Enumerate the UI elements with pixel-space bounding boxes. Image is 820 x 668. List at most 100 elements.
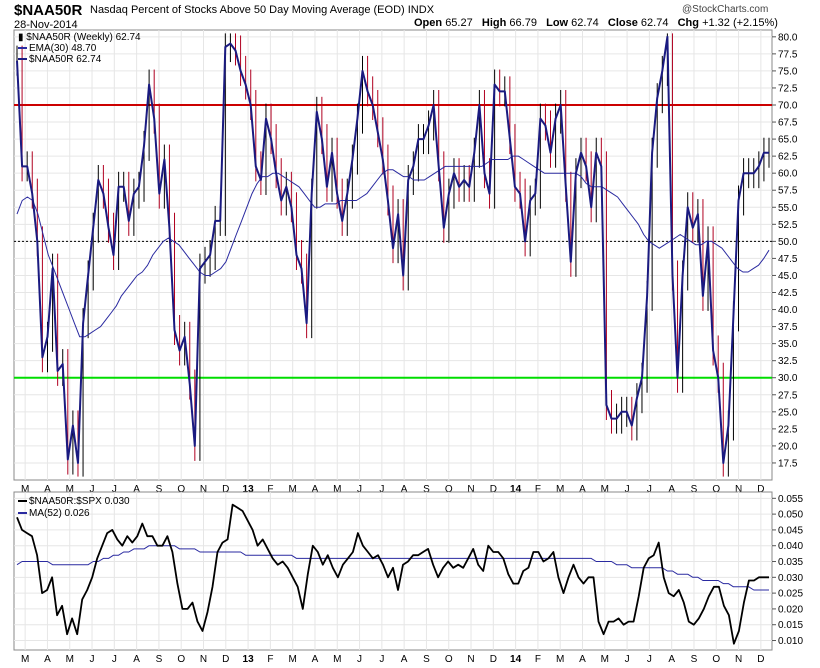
x-tick-label: M bbox=[21, 484, 29, 495]
y-tick-label: 0.050 bbox=[778, 510, 803, 521]
legend-ema: EMA(30) 48.70 bbox=[18, 43, 96, 54]
x-tick-label: M bbox=[66, 484, 74, 495]
legend-ma: MA(52) 0.026 bbox=[18, 508, 90, 519]
y-tick-label: 60.0 bbox=[778, 169, 798, 180]
y-tick-label: 30.0 bbox=[778, 373, 798, 384]
x-tick-label: D bbox=[490, 484, 497, 495]
x-tick-label: J bbox=[625, 654, 630, 665]
y-tick-label: 37.5 bbox=[778, 322, 798, 333]
x-tick-label: 14 bbox=[510, 654, 522, 665]
x-tick-label: N bbox=[735, 654, 742, 665]
y-tick-label: 50.0 bbox=[778, 237, 798, 248]
y-tick-label: 25.0 bbox=[778, 407, 798, 418]
y-tick-label: 22.5 bbox=[778, 424, 798, 435]
x-tick-label: F bbox=[535, 484, 541, 495]
x-tick-label: M bbox=[289, 484, 297, 495]
x-tick-label: 14 bbox=[510, 484, 522, 495]
chg-label: Chg bbox=[677, 17, 699, 29]
open-label: Open bbox=[414, 17, 443, 29]
high-label: High bbox=[481, 17, 507, 29]
x-tick-label: O bbox=[712, 484, 720, 495]
x-tick-label: S bbox=[156, 484, 163, 495]
x-tick-label: N bbox=[467, 654, 474, 665]
y-tick-label: 65.0 bbox=[778, 135, 798, 146]
x-tick-label: A bbox=[133, 654, 140, 665]
x-tick-label: J bbox=[625, 484, 630, 495]
x-tick-label: M bbox=[333, 484, 341, 495]
y-tick-label: 27.5 bbox=[778, 390, 798, 401]
x-tick-label: A bbox=[668, 654, 675, 665]
chg-value: +1.32 (+2.15%) bbox=[702, 17, 778, 29]
y-tick-label: 77.5 bbox=[778, 49, 798, 60]
x-tick-label: A bbox=[133, 484, 140, 495]
ema-line bbox=[16, 155, 770, 338]
y-tick-label: 72.5 bbox=[778, 83, 798, 94]
x-tick-label: A bbox=[668, 484, 675, 495]
chart-description: Nasdaq Percent of Stocks Above 50 Day Mo… bbox=[90, 4, 434, 16]
x-tick-label: D bbox=[222, 654, 229, 665]
low-label: Low bbox=[546, 17, 569, 29]
open-value: 65.27 bbox=[445, 17, 473, 29]
close-swatch bbox=[18, 58, 27, 61]
exchange-label: INDX bbox=[407, 4, 435, 16]
ma-swatch bbox=[18, 512, 27, 515]
x-tick-label: M bbox=[289, 654, 297, 665]
y-tick-label: 0.030 bbox=[778, 573, 803, 584]
y-tick-label: 20.0 bbox=[778, 441, 798, 452]
x-tick-label: J bbox=[379, 654, 384, 665]
x-tick-label: M bbox=[556, 484, 564, 495]
x-tick-label: J bbox=[647, 654, 652, 665]
legend-weekly: ▮ $NAA50R (Weekly) 62.74 bbox=[18, 32, 141, 43]
y-tick-label: 70.0 bbox=[778, 101, 798, 112]
y-tick-label: 62.5 bbox=[778, 152, 798, 163]
x-tick-label: S bbox=[423, 484, 430, 495]
y-tick-label: 80.0 bbox=[778, 32, 798, 43]
x-tick-label: J bbox=[357, 654, 362, 665]
y-tick-label: 17.5 bbox=[778, 458, 798, 469]
x-tick-label: S bbox=[691, 654, 698, 665]
y-tick-label: 47.5 bbox=[778, 254, 798, 265]
x-tick-label: S bbox=[423, 654, 430, 665]
x-tick-label: M bbox=[556, 654, 564, 665]
y-tick-label: 75.0 bbox=[778, 66, 798, 77]
y-tick-label: 0.015 bbox=[778, 620, 803, 631]
ratio-line bbox=[16, 503, 769, 645]
x-tick-label: O bbox=[712, 654, 720, 665]
y-tick-label: 35.0 bbox=[778, 339, 798, 350]
legend-weekly-label: $NAA50R (Weekly) 62.74 bbox=[26, 32, 141, 43]
x-tick-label: J bbox=[112, 484, 117, 495]
x-tick-label: A bbox=[312, 484, 319, 495]
x-tick-label: M bbox=[601, 654, 609, 665]
x-tick-label: F bbox=[267, 654, 273, 665]
x-tick-label: A bbox=[44, 654, 51, 665]
x-tick-label: O bbox=[445, 484, 453, 495]
x-tick-label: A bbox=[401, 484, 408, 495]
bottom-panel: 0.010 0.015 0.020 0.025 0.030 0.035 0.040 0.045… bbox=[13, 491, 803, 665]
x-tick-label: D bbox=[757, 484, 764, 495]
y-tick-label: 55.0 bbox=[778, 203, 798, 214]
legend-close: $NAA50R 62.74 bbox=[18, 54, 101, 65]
y-tick-label: 42.5 bbox=[778, 288, 798, 299]
y-tick-label: 0.025 bbox=[778, 589, 803, 600]
close-value: 62.74 bbox=[640, 17, 669, 29]
x-tick-label: A bbox=[401, 654, 408, 665]
x-tick-label: S bbox=[156, 654, 163, 665]
x-tick-label: S bbox=[691, 484, 698, 495]
x-tick-label: A bbox=[44, 484, 51, 495]
x-tick-label: D bbox=[222, 484, 229, 495]
y-tick-label: 67.5 bbox=[778, 118, 798, 129]
y-tick-label: 0.045 bbox=[778, 525, 803, 536]
top-panel: 17.5 20.0 22.5 25.0 27.5 30.0 32.5 35.0 37.5 40.0… bbox=[13, 29, 798, 495]
y-tick-label: 45.0 bbox=[778, 271, 798, 282]
chart-date: 28-Nov-2014 bbox=[14, 19, 78, 31]
x-tick-label: O bbox=[177, 484, 185, 495]
candle-icon: ▮ bbox=[18, 32, 24, 43]
y-tick-label: 0.010 bbox=[778, 636, 803, 647]
x-tick-label: 13 bbox=[243, 654, 255, 665]
high-value: 66.79 bbox=[509, 17, 537, 29]
symbol-title: $NAA50R bbox=[14, 2, 83, 19]
description-text: Nasdaq Percent of Stocks Above 50 Day Mo… bbox=[90, 4, 405, 16]
x-tick-label: J bbox=[647, 484, 652, 495]
low-value: 62.74 bbox=[571, 17, 599, 29]
x-tick-label: A bbox=[579, 654, 586, 665]
